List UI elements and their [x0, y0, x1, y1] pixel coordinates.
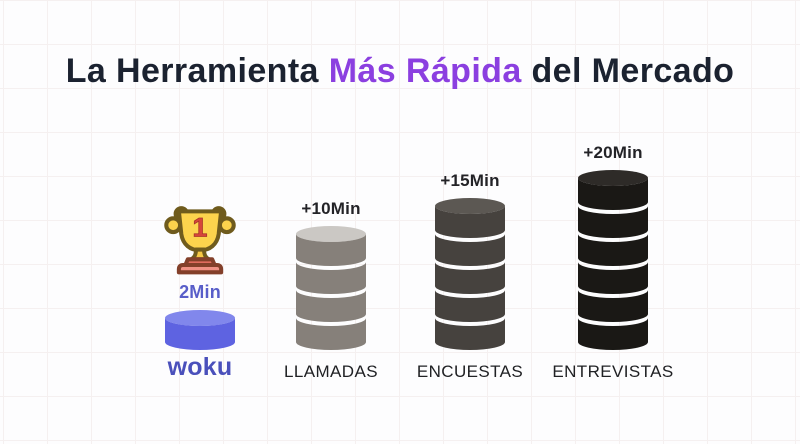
category-label-box: ENCUESTAS [417, 356, 523, 382]
category-label-llamadas: LLAMADAS [284, 362, 378, 381]
bar-encuestas [433, 197, 507, 351]
value-label-woku: 2Min [179, 282, 221, 302]
trophy-number: 1 [193, 213, 208, 243]
bar-llamadas [294, 225, 368, 351]
page-title: La Herramienta Más Rápida del Mercado [0, 52, 800, 91]
category-label-box: LLAMADAS [284, 356, 378, 382]
value-label-llamadas: +10Min [301, 199, 361, 218]
bar-entrevistas [576, 169, 650, 351]
title-suffix: del Mercado [521, 52, 735, 90]
chart-column-woku: 1 2Min woku [130, 200, 270, 382]
bar-woku [163, 309, 237, 351]
first-place-trophy-icon: 1 [161, 200, 239, 278]
category-label-box: woku [167, 353, 233, 382]
category-label-woku: woku [167, 353, 233, 381]
chart-column-entrevistas: +20Min ENTREVISTAS [543, 143, 683, 382]
title-prefix: La Herramienta [65, 52, 329, 90]
category-label-encuestas: ENCUESTAS [416, 362, 524, 381]
chart-column-llamadas: +10Min LLAMADAS [261, 199, 401, 382]
category-label-entrevistas: ENTREVISTAS [552, 362, 674, 381]
category-label-box: ENTREVISTAS [552, 356, 673, 382]
title-highlight: Más Rápida [328, 52, 522, 90]
value-label-entrevistas: +20Min [583, 143, 643, 162]
value-label-encuestas: +15Min [440, 171, 500, 190]
chart-column-encuestas: +15Min ENCUESTAS [400, 171, 540, 382]
